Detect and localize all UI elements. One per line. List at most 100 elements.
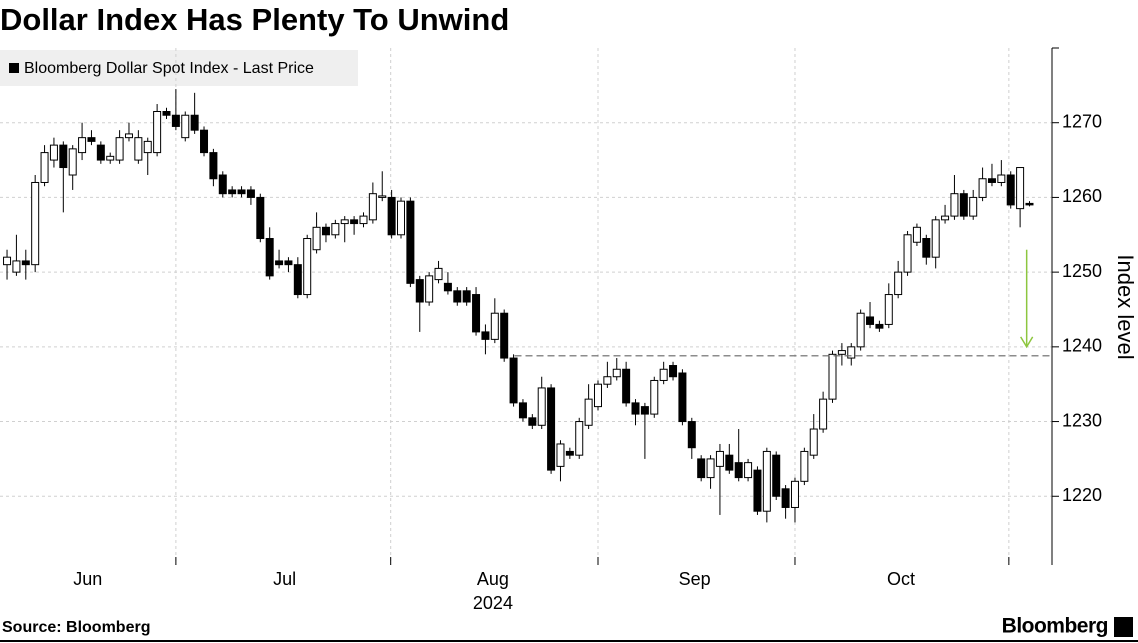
x-tick-label: Aug bbox=[477, 569, 509, 589]
x-tick-label: Sep bbox=[679, 569, 711, 589]
x-sublabel: 2024 bbox=[473, 593, 513, 613]
candle-body bbox=[293, 264, 302, 296]
candle-body bbox=[669, 365, 678, 378]
candle-body bbox=[987, 178, 996, 183]
candle-body bbox=[575, 421, 584, 456]
candle-body bbox=[640, 406, 649, 415]
candle-body bbox=[556, 443, 565, 467]
candle-body bbox=[1006, 174, 1015, 206]
candle-body bbox=[753, 469, 762, 512]
candle-body bbox=[894, 271, 903, 296]
candle-body bbox=[978, 178, 987, 198]
candle-body bbox=[68, 148, 77, 176]
candle-body bbox=[744, 462, 753, 479]
candle-body bbox=[387, 196, 396, 236]
candle-body bbox=[593, 383, 602, 408]
x-tick-label: Jun bbox=[73, 569, 102, 589]
legend-label: Bloomberg Dollar Spot Index - Last Price bbox=[24, 60, 314, 77]
candle-body bbox=[500, 312, 509, 359]
candle-body bbox=[246, 189, 255, 198]
candle-body bbox=[490, 312, 499, 340]
x-tick-label: Jul bbox=[273, 569, 296, 589]
candle-body bbox=[397, 200, 406, 236]
candle-body bbox=[903, 234, 912, 273]
candle-body bbox=[706, 458, 715, 479]
candle-body bbox=[124, 133, 133, 139]
candle-body bbox=[537, 387, 546, 426]
candle-body bbox=[1016, 167, 1025, 210]
candle-body bbox=[237, 189, 246, 195]
candle-body bbox=[762, 450, 771, 512]
candle-body bbox=[997, 174, 1006, 183]
candle-body bbox=[922, 238, 931, 258]
candle-body bbox=[115, 137, 124, 161]
candle-body bbox=[697, 458, 706, 479]
brand: Bloomberg bbox=[1002, 615, 1108, 638]
candle-body bbox=[800, 450, 809, 482]
y-tick-label: 1230 bbox=[1062, 410, 1102, 430]
candle-body bbox=[612, 368, 621, 378]
candle-body bbox=[950, 193, 959, 217]
candle-body bbox=[481, 331, 490, 340]
candle-body bbox=[828, 353, 837, 400]
candle-body bbox=[200, 129, 209, 154]
candle-body bbox=[772, 454, 781, 497]
candle-body bbox=[171, 114, 180, 127]
x-tick-label: Oct bbox=[887, 569, 915, 589]
candle-body bbox=[941, 215, 950, 221]
y-tick-label: 1250 bbox=[1062, 261, 1102, 281]
candle-body bbox=[1025, 202, 1034, 206]
candle-body bbox=[518, 402, 527, 419]
candle-body bbox=[40, 152, 49, 183]
candle-body bbox=[162, 111, 171, 116]
candle-body bbox=[321, 226, 330, 236]
candle-body bbox=[12, 260, 21, 273]
source: Source: Bloomberg bbox=[2, 619, 150, 636]
candle-body bbox=[847, 346, 856, 359]
candle-body bbox=[631, 402, 640, 415]
candle-body bbox=[866, 316, 875, 325]
candle-body bbox=[59, 144, 68, 169]
candle-body bbox=[443, 282, 452, 292]
y-tick-label: 1220 bbox=[1062, 485, 1102, 505]
candle-body bbox=[734, 462, 743, 479]
candle-body bbox=[509, 357, 518, 404]
candle-body bbox=[547, 387, 556, 471]
brand-icon bbox=[1114, 617, 1133, 637]
chart-title: Dollar Index Has Plenty To Unwind bbox=[0, 2, 509, 37]
candle-body bbox=[528, 417, 537, 426]
y-tick-label: 1270 bbox=[1062, 111, 1102, 131]
candle-body bbox=[415, 279, 424, 303]
candle-body bbox=[781, 488, 790, 508]
candle-body bbox=[96, 144, 105, 161]
candle-body bbox=[265, 238, 274, 277]
candle-body bbox=[303, 238, 312, 296]
candle-body bbox=[406, 200, 415, 284]
y-tick-label: 1240 bbox=[1062, 336, 1102, 356]
candle-body bbox=[425, 275, 434, 303]
candle-body bbox=[462, 290, 471, 303]
candle-body bbox=[472, 294, 481, 333]
candle-body bbox=[209, 152, 218, 180]
candle-body bbox=[565, 450, 574, 456]
candle-body bbox=[275, 260, 284, 266]
candle-body bbox=[622, 368, 631, 404]
candle-body bbox=[809, 428, 818, 456]
arrow-head bbox=[1020, 336, 1034, 349]
candle-body bbox=[931, 219, 940, 258]
candle-body bbox=[378, 195, 387, 198]
candle-body bbox=[678, 372, 687, 423]
candle-body bbox=[819, 398, 828, 430]
candle-body bbox=[78, 137, 87, 154]
candle-body bbox=[959, 193, 968, 217]
candle-body bbox=[218, 174, 227, 195]
y-tick-label: 1260 bbox=[1062, 186, 1102, 206]
candle-body bbox=[584, 398, 593, 426]
legend-swatch bbox=[9, 63, 19, 73]
candle-body bbox=[969, 196, 978, 217]
candle-body bbox=[228, 189, 237, 195]
candle-body bbox=[603, 376, 612, 385]
legend-box bbox=[0, 50, 358, 86]
